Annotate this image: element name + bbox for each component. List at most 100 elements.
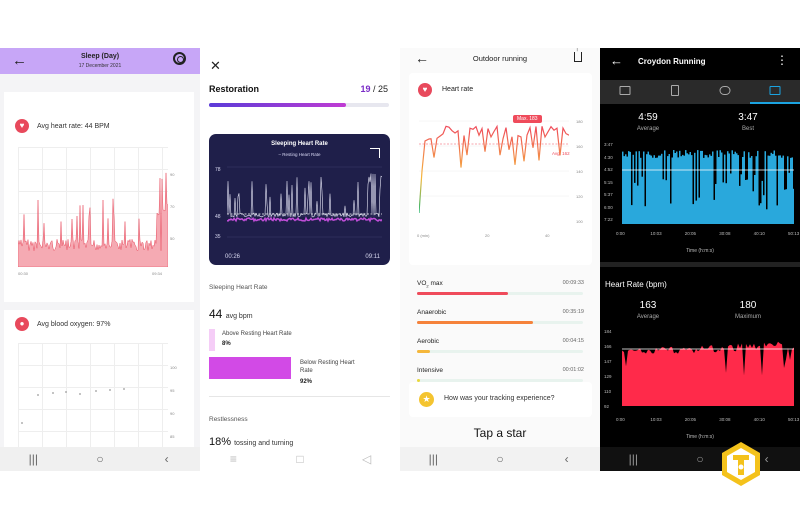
- divider: [209, 396, 390, 397]
- heart-rate-card: ♥ Heart rate Max. 183 Avg. 162: [409, 73, 592, 265]
- hr-average-value: 163: [639, 300, 657, 311]
- pace-bar: [743, 151, 745, 224]
- chart-subtitle: – Resting Heart Rate: [278, 152, 321, 157]
- xtick: 30:08: [719, 231, 731, 236]
- heart-rate-label: Avg heart rate: 44 BPM: [37, 123, 110, 130]
- home-icon[interactable]: □: [296, 452, 304, 466]
- pace-best-label: Best: [741, 126, 754, 132]
- pace-bar: [746, 179, 748, 224]
- feedback-card[interactable]: ★ How was your tracking experience?: [409, 382, 592, 417]
- croydon-running-screen: ← Croydon Running ⋮ 4:59 Average 3:47 Be…: [600, 48, 800, 471]
- ytick: 5:37: [604, 192, 613, 197]
- pace-bar: [752, 191, 754, 224]
- pace-bar: [784, 189, 786, 224]
- system-navbar: ||| ○ ‹: [400, 447, 600, 471]
- score-value: 19: [360, 84, 371, 94]
- pace-bar: [668, 154, 670, 224]
- zone-label: VO2 max: [417, 280, 443, 289]
- share-icon[interactable]: [574, 48, 582, 62]
- hr-xtick: 0 (min): [417, 233, 430, 238]
- zone-time: 00:04:15: [562, 338, 584, 344]
- nav-back-icon[interactable]: ◁: [362, 452, 372, 466]
- hr-ytick: 70: [170, 204, 175, 209]
- tab-charts[interactable]: [750, 80, 800, 104]
- pace-bar: [754, 175, 756, 224]
- pace-bar: [667, 156, 669, 224]
- recents-icon[interactable]: |||: [428, 452, 438, 466]
- xtick: 50:13: [788, 417, 800, 422]
- nav-back-icon[interactable]: ‹: [564, 452, 569, 466]
- home-icon[interactable]: ○: [96, 452, 104, 466]
- pace-bar: [763, 195, 765, 224]
- hr-xtick: 20: [485, 233, 490, 238]
- pace-bar: [695, 200, 697, 224]
- heart-rate-chart: [18, 172, 168, 267]
- pace-bar: [647, 151, 649, 224]
- xtick: 20:05: [684, 417, 697, 422]
- xtick: 10:03: [650, 417, 662, 422]
- above-resting-bar: [209, 329, 215, 351]
- pace-bar: [718, 157, 720, 224]
- xtick: 0:00: [616, 231, 625, 236]
- toss-value: 18%: [209, 436, 232, 448]
- heart-icon: ♥: [15, 119, 29, 133]
- pace-bar: [778, 155, 780, 224]
- avg-badge: Avg. 162: [552, 151, 570, 156]
- gear-icon[interactable]: [173, 52, 186, 65]
- tap-a-star-prompt[interactable]: Tap a star: [473, 426, 527, 440]
- droplet-icon: ●: [15, 317, 29, 331]
- star-icon: ★: [419, 392, 434, 407]
- pace-bar: [661, 153, 663, 224]
- avg-value: 44: [209, 307, 223, 321]
- ytick: 110: [604, 389, 612, 394]
- pace-bar: [755, 156, 757, 224]
- back-arrow-icon[interactable]: ←: [610, 53, 623, 68]
- score-total: / 25: [372, 84, 388, 94]
- o2-point: [65, 391, 67, 393]
- close-icon[interactable]: ✕: [210, 58, 221, 73]
- zone-label: Aerobic: [417, 338, 440, 345]
- recents-icon[interactable]: ≡: [229, 452, 237, 466]
- recents-icon[interactable]: |||: [28, 452, 38, 466]
- pace-bar: [791, 157, 793, 224]
- hr-ytick: 140: [576, 169, 583, 174]
- hr-axis-title: Time (h:m:s): [686, 434, 714, 440]
- xtick: 20:05: [684, 231, 697, 236]
- pace-bar: [712, 151, 714, 224]
- pace-best-value: 3:47: [738, 112, 758, 123]
- heart-icon: ♥: [418, 83, 432, 97]
- nav-back-icon[interactable]: ‹: [164, 452, 169, 466]
- pace-bar: [719, 150, 721, 224]
- ytick: 4:52: [604, 167, 613, 172]
- below-label-line1: Below Resting Heart: [300, 360, 355, 366]
- tab-details[interactable]: [650, 80, 700, 104]
- back-arrow-icon[interactable]: ←: [12, 52, 27, 69]
- xtick: 50:13: [788, 231, 800, 236]
- expand-icon[interactable]: [370, 148, 380, 158]
- chart-icon: [769, 86, 781, 95]
- hr-chart: [622, 341, 794, 406]
- tab-summary[interactable]: [600, 80, 650, 104]
- section-restlessness: Restlessness: [209, 416, 248, 423]
- pace-bar: [742, 157, 744, 224]
- more-icon[interactable]: ⋮: [776, 53, 788, 67]
- sleep-title: Sleep (Day): [80, 53, 120, 60]
- back-arrow-icon[interactable]: ←: [415, 50, 429, 66]
- pace-bar: [671, 157, 673, 224]
- pace-bar: [649, 154, 651, 224]
- sleeping-heart-rate-card[interactable]: Sleeping Heart Rate – Resting Heart Rate…: [209, 134, 390, 265]
- pace-bar: [626, 156, 628, 224]
- feedback-question: How was your tracking experience?: [444, 395, 555, 402]
- system-navbar: ||| ○ ‹: [600, 447, 800, 471]
- above-resting-label: Above Resting Heart Rate: [222, 331, 292, 337]
- home-icon[interactable]: ○: [696, 452, 704, 466]
- o2-point: [123, 388, 125, 390]
- recents-icon[interactable]: |||: [628, 452, 638, 466]
- pace-bar: [644, 206, 646, 224]
- tab-laps[interactable]: [700, 80, 750, 104]
- section-sleeping-hr: Sleeping Heart Rate: [209, 284, 268, 291]
- pace-bar: [773, 150, 775, 224]
- nav-back-icon[interactable]: ‹: [764, 452, 769, 466]
- home-icon[interactable]: ○: [496, 452, 504, 466]
- pace-bar: [700, 150, 702, 224]
